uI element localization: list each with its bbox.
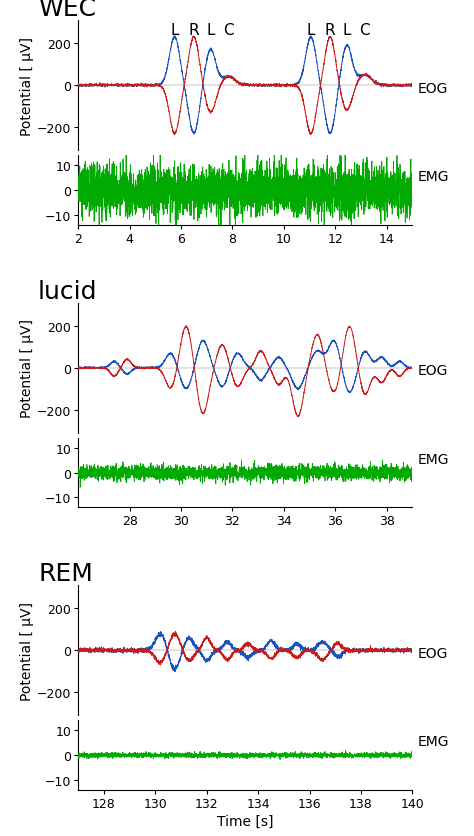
Text: L: L (206, 23, 215, 38)
Y-axis label: Potential [ μV]: Potential [ μV] (20, 37, 34, 135)
Text: EOG: EOG (418, 82, 448, 95)
Text: L: L (307, 23, 315, 38)
Text: R: R (189, 23, 199, 38)
Text: L: L (170, 23, 179, 38)
Y-axis label: Potential [ μV]: Potential [ μV] (20, 601, 34, 700)
Text: EMG: EMG (418, 735, 449, 748)
Text: EMG: EMG (418, 452, 449, 466)
Text: lucid: lucid (38, 279, 98, 303)
Text: C: C (223, 23, 234, 38)
Text: EMG: EMG (418, 170, 449, 184)
Text: C: C (359, 23, 370, 38)
Text: EOG: EOG (418, 646, 448, 660)
Text: REM: REM (38, 562, 93, 585)
Y-axis label: Potential [ μV]: Potential [ μV] (20, 319, 34, 418)
Text: R: R (325, 23, 336, 38)
Text: L: L (343, 23, 351, 38)
Text: WEC: WEC (38, 0, 96, 21)
Text: EOG: EOG (418, 364, 448, 378)
X-axis label: Time [s]: Time [s] (217, 814, 273, 828)
